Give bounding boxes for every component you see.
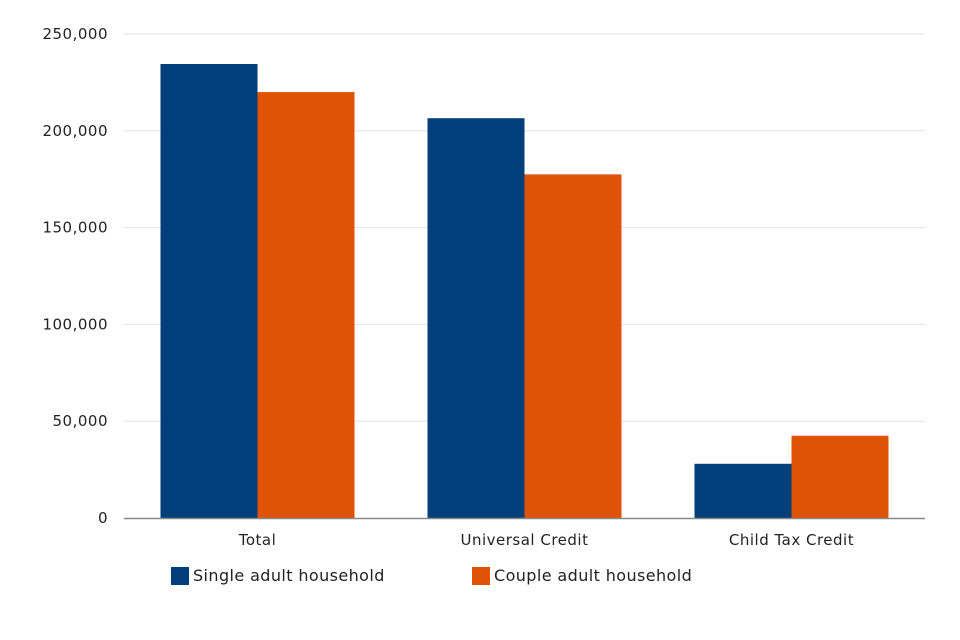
x-tick-label: Child Tax Credit [729,531,854,549]
bar-couple-total [257,92,355,518]
bar-couple-child-tax-credit [791,435,889,518]
x-tick-label: Universal Credit [461,531,589,549]
legend-item-single: Single adult household [171,566,385,585]
x-tick-label: Total [238,531,277,549]
legend-swatch-single [171,566,189,585]
y-tick-label: 250,000 [42,25,108,43]
x-axis-ticks: Total Universal Credit Child Tax Credit [238,531,854,549]
y-tick-label: 150,000 [42,219,108,237]
bar-couple-universal-credit [524,174,622,519]
legend: Single adult household Couple adult hous… [0,566,960,590]
legend-swatch-couple [472,566,490,585]
y-axis-ticks: 0 50,000 100,000 150,000 200,000 250,000 [42,25,109,527]
legend-item-couple: Couple adult household [472,566,692,585]
y-tick-label: 200,000 [42,122,108,140]
y-tick-label: 50,000 [53,412,109,430]
bar-single-total [160,64,258,519]
y-tick-label: 0 [98,509,108,527]
y-tick-label: 100,000 [42,315,108,333]
bar-single-child-tax-credit [694,463,792,518]
legend-label-couple: Couple adult household [494,566,693,585]
legend-label-single: Single adult household [193,566,385,585]
bars [160,64,889,519]
bar-single-universal-credit [427,118,525,518]
